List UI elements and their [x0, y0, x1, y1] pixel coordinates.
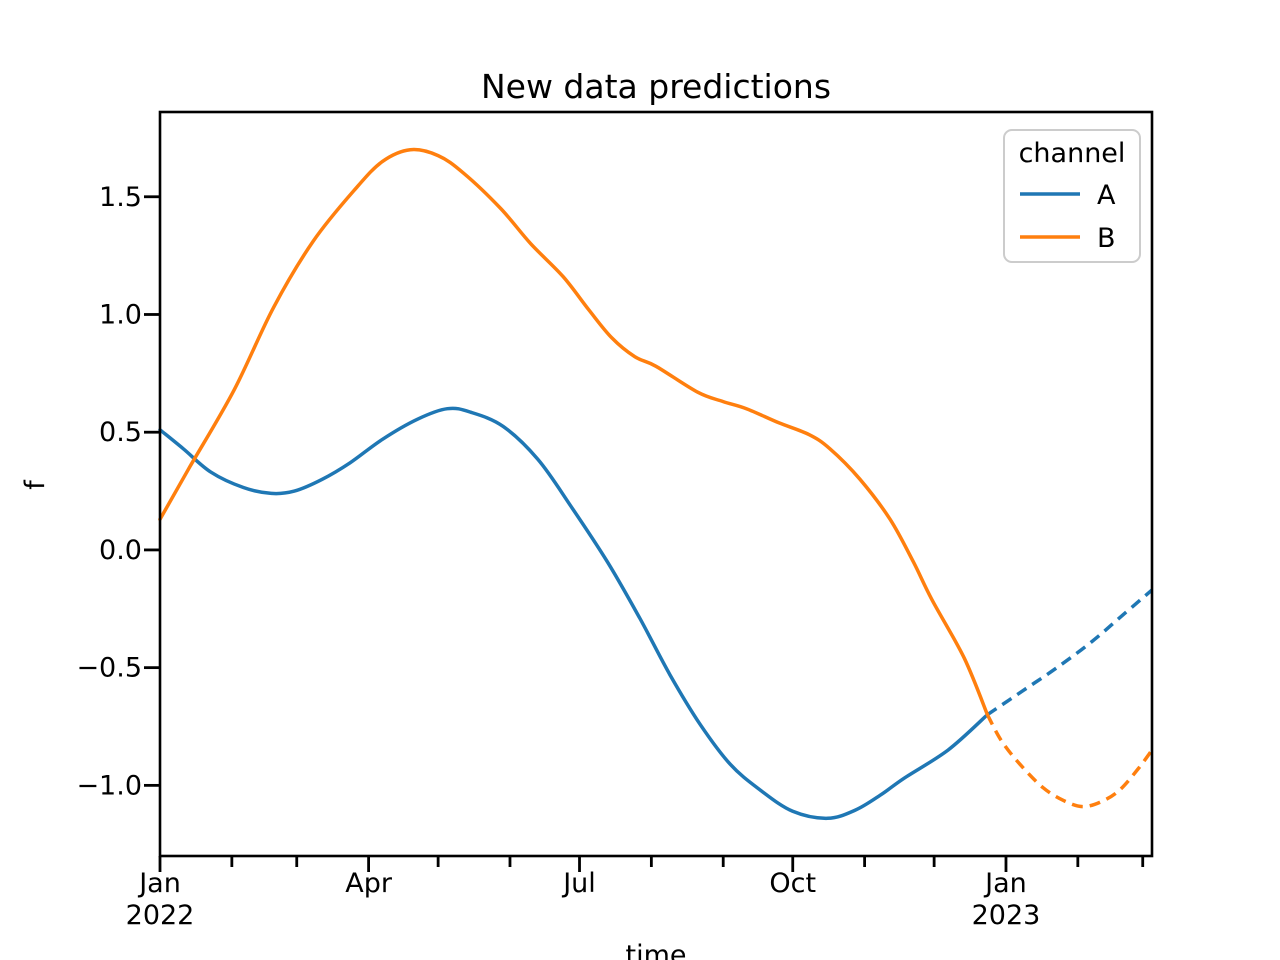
- series-A-history-line: [158, 406, 990, 821]
- y-axis-tick-label: 1.5: [99, 182, 142, 213]
- x-axis-tick-label: Jan 2022: [126, 868, 195, 931]
- y-axis-tick-label: 0.5: [99, 417, 142, 448]
- plot-border: [158, 110, 1154, 858]
- y-axis-tick-label: −0.5: [76, 653, 142, 684]
- axes: 1.5 1.0 0.5 0.0 −0.5 −1.0 Jan 2022 Apr Jul Oct Jan 2…: [76, 182, 1145, 931]
- y-axis-label: f: [20, 479, 51, 490]
- plot-series: [158, 147, 1154, 821]
- legend-box: [1003, 129, 1141, 263]
- x-axis-tick-label: Jan 2023: [972, 868, 1041, 931]
- y-axis-tick-label: −1.0: [76, 770, 142, 801]
- chart-title: New data predictions: [481, 67, 831, 106]
- x-axis-tick-label: Apr: [345, 868, 393, 899]
- legend-title: channel: [1019, 138, 1126, 169]
- x-axis-tick-label: Oct: [769, 868, 816, 899]
- x-axis-tick-label: Jul: [561, 868, 596, 899]
- series-B-history-line: [158, 147, 990, 717]
- legend-label-b: B: [1097, 223, 1116, 254]
- series-B-forecast-line: [985, 713, 1154, 809]
- x-axis-label: time: [625, 940, 686, 960]
- y-axis-tick-label: 1.0: [99, 299, 142, 330]
- legend-label-a: A: [1097, 180, 1116, 211]
- series-A-forecast-line: [986, 588, 1154, 717]
- y-axis-tick-label: 0.0: [99, 535, 142, 566]
- legend: channel A B: [1003, 129, 1141, 263]
